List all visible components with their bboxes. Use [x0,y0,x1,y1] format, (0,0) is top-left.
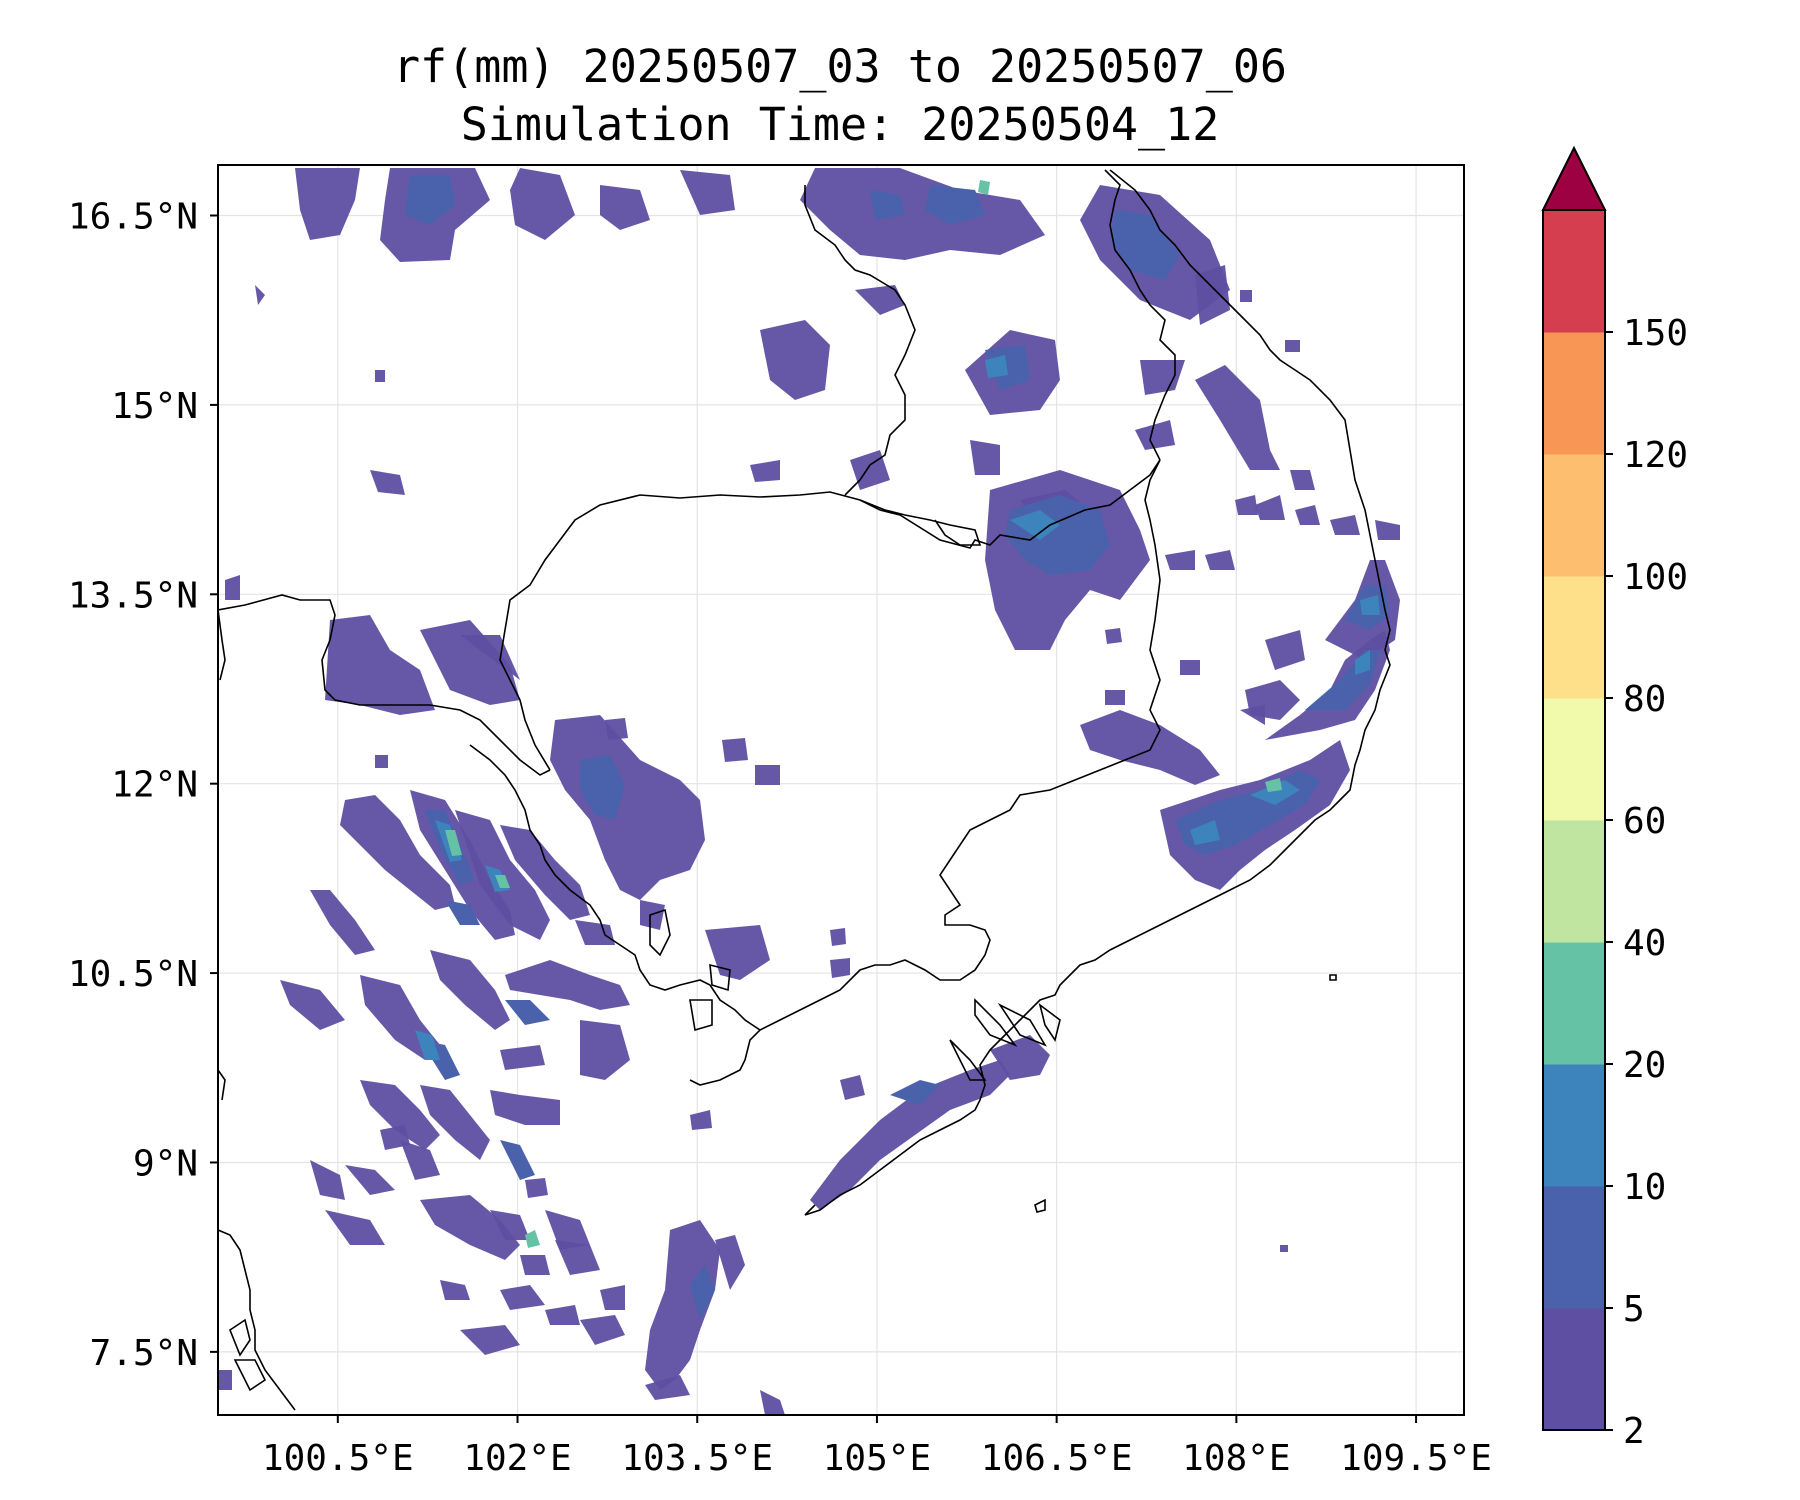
colorbar-extend-arrow [1541,145,1607,211]
colorbar-tick-label: 150 [1623,313,1688,354]
colorbar-tick-label: 40 [1623,923,1666,964]
lon-tick-label: 103.5°E [621,1438,773,1479]
colorbar-segment [1543,210,1605,333]
colorbar-segment [1543,820,1605,943]
colorbar-segment [1543,454,1605,577]
colorbar-tick-label: 100 [1623,557,1688,598]
lon-tick-label: 108°E [1182,1438,1290,1479]
colorbar-tick-label: 120 [1623,435,1688,476]
colorbar-segment [1543,576,1605,699]
lat-tick-label: 7.5°N [90,1333,198,1374]
lat-tick-label: 10.5°N [68,954,198,995]
lat-tick-label: 12°N [111,765,198,806]
plot-frame [217,164,1465,1416]
map-title: rf(mm) 20250507_03 to 20250507_06 Simula… [0,38,1680,154]
colorbar-tick-label: 20 [1623,1045,1666,1086]
colorbar-segment [1543,1308,1605,1431]
lon-tick-label: 106.5°E [981,1438,1133,1479]
lat-tick-label: 13.5°N [68,575,198,616]
colorbar-tick-label: 2 [1623,1411,1645,1452]
title-line-2: Simulation Time: 20250504_12 [460,98,1220,151]
longitude-labels: 100.5°E 102°E 103.5°E 105°E 106.5°E 108°E 109.… [262,1415,1492,1479]
colorbar-tick-label: 60 [1623,801,1666,842]
colorbar: 2 5 10 20 40 60 80 100 120 150 [1541,145,1688,1452]
colorbar-tick-label: 5 [1623,1289,1645,1330]
colorbar-tick-label: 10 [1623,1167,1666,1208]
lat-tick-label: 16.5°N [68,197,198,238]
latitude-labels: 16.5°N 15°N 13.5°N 12°N 10.5°N 9°N 7.5°N [68,197,218,1374]
colorbar-segment [1543,332,1605,455]
rain-band-20-40 [445,180,1282,1248]
colorbar-segment [1543,942,1605,1065]
lon-tick-label: 109.5°E [1340,1438,1492,1479]
borders-coastlines [218,169,1391,1411]
colorbar-segment [1543,1064,1605,1187]
lon-tick-label: 105°E [823,1438,931,1479]
lon-tick-label: 102°E [463,1438,571,1479]
colorbar-segment [1543,698,1605,821]
lon-tick-label: 100.5°E [262,1438,414,1479]
lat-tick-label: 9°N [133,1143,198,1184]
colorbar-tick-label: 80 [1623,679,1666,720]
colorbar-segment [1543,1186,1605,1309]
rainfall-field [218,168,1400,1415]
title-line-1: rf(mm) 20250507_03 to 20250507_06 [392,40,1288,93]
lat-tick-label: 15°N [111,386,198,427]
